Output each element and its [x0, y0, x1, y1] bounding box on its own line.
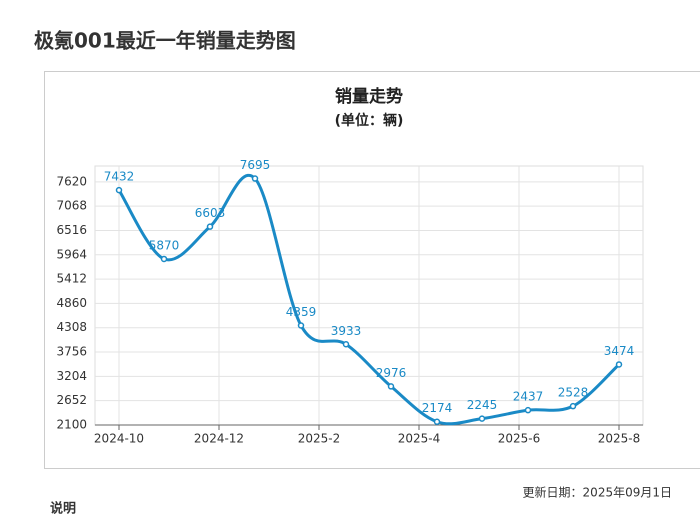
x-tick-label: 2024-12 [194, 432, 244, 446]
value-label: 3933 [331, 324, 362, 338]
value-label: 7432 [104, 170, 135, 184]
value-label: 2528 [558, 386, 589, 400]
point [344, 342, 349, 347]
point [435, 419, 440, 424]
point [208, 224, 213, 229]
chart-subtitle: (单位：辆) [335, 112, 404, 129]
x-tick-label: 2025-8 [598, 432, 641, 446]
page-title: 极氪001最近一年销量走势图 [34, 29, 296, 53]
point [117, 188, 122, 193]
y-tick-label: 5964 [56, 247, 87, 261]
y-tick-label: 5412 [56, 272, 87, 286]
point [162, 256, 167, 261]
y-tick-label: 7068 [56, 199, 87, 213]
x-tick-label: 2024-10 [94, 432, 144, 446]
value-label: 4359 [286, 305, 317, 319]
note-heading: 说明 [50, 501, 76, 517]
point [617, 362, 622, 367]
point [389, 384, 394, 389]
plot: 2100 2652 3204 3756 4308 4860 5412 5964 6516 7068… [56, 158, 643, 445]
value-label: 2174 [422, 401, 453, 415]
point [253, 176, 258, 181]
value-label: 2976 [376, 366, 407, 380]
value-label: 6603 [195, 206, 226, 220]
y-tick-label: 2652 [56, 393, 87, 407]
value-label: 2437 [513, 390, 544, 404]
y-tick-label: 2100 [56, 418, 87, 432]
chart-title: 销量走势 [335, 86, 403, 107]
y-tick-label: 4308 [56, 320, 87, 334]
point [526, 408, 531, 413]
x-tick-label: 2025-2 [298, 432, 341, 446]
value-label: 3474 [604, 344, 635, 358]
value-label: 5870 [149, 238, 180, 252]
update-date: 更新日期：2025年09月1日 [523, 485, 672, 500]
point [480, 416, 485, 421]
point [571, 404, 576, 409]
point [299, 323, 304, 328]
x-tick-label: 2025-4 [398, 432, 441, 446]
y-tick-label: 3204 [56, 369, 87, 383]
y-tick-label: 4860 [56, 296, 87, 310]
y-tick-label: 3756 [56, 345, 87, 359]
value-label: 7695 [240, 158, 271, 172]
value-label: 2245 [467, 398, 498, 412]
y-tick-label: 7620 [56, 174, 87, 188]
x-tick-label: 2025-6 [498, 432, 541, 446]
y-tick-label: 6516 [56, 223, 87, 237]
